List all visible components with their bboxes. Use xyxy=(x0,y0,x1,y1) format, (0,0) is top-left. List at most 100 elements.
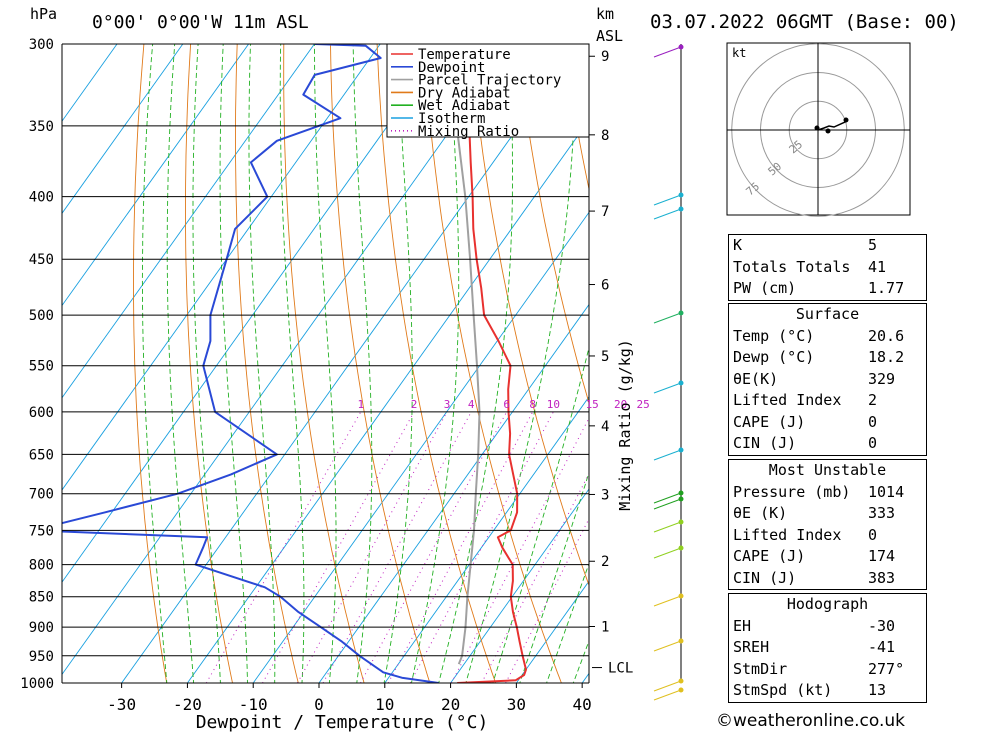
legend-box xyxy=(386,43,590,138)
indices-value: 41 xyxy=(868,257,887,276)
isotherm-line xyxy=(384,396,589,683)
hodograph-label: EH xyxy=(733,616,752,635)
most-unstable-label: Lifted Index xyxy=(733,525,842,544)
surface-row: CIN (J) 0 xyxy=(729,433,926,455)
wind-barb xyxy=(653,680,682,692)
location-title: 0°00' 0°00'W 11m ASL xyxy=(92,12,309,33)
temperature-tick-label: -20 xyxy=(173,695,202,714)
mixing-ratio-tick-label: 15 xyxy=(586,398,599,411)
hodograph-point xyxy=(814,125,820,131)
wet-adiabats xyxy=(141,44,589,683)
hodograph-unit: kt xyxy=(732,46,746,60)
hodograph-row: StmSpd (kt) 13 xyxy=(729,680,926,702)
hodograph-row: StmDir 277° xyxy=(729,659,926,681)
pressure-tick-label: 850 xyxy=(29,590,54,606)
surface-row: Lifted Index 2 xyxy=(729,390,926,412)
wind-barb xyxy=(653,382,682,394)
pressure-tick-label: 650 xyxy=(29,447,54,463)
mixing-ratio-tick-label: 3 xyxy=(444,398,451,411)
most-unstable-value: 174 xyxy=(868,547,896,565)
wind-barb xyxy=(653,208,682,220)
surface-label: CAPE (J) xyxy=(733,412,806,431)
most-unstable-label: Pressure (mb) xyxy=(733,482,851,501)
legend-label: Isotherm xyxy=(418,111,485,127)
legend-label: Wet Adiabat xyxy=(418,98,511,114)
pressure-tick-label: 350 xyxy=(29,119,54,135)
most-unstable-label: θE (K) xyxy=(733,504,788,522)
pressure-tick-label: 1000 xyxy=(20,676,54,692)
legend-label: Temperature xyxy=(418,47,511,63)
isotherm-line xyxy=(318,303,589,683)
most-unstable-value: 333 xyxy=(868,504,896,522)
pressure-tick-label: 800 xyxy=(29,558,54,574)
wet-adiabat-line xyxy=(314,44,337,683)
wind-barb xyxy=(653,449,682,461)
mixing-ratio-tick-label: 25 xyxy=(637,398,650,411)
isotherm-line xyxy=(62,44,118,122)
wet-adiabat-line xyxy=(546,562,589,683)
surface-row: CAPE (J) 0 xyxy=(729,412,926,434)
legend-label: Dewpoint xyxy=(418,60,485,76)
mixing-ratio-line xyxy=(360,411,508,683)
mixing-ratio-tick-label: 10 xyxy=(547,398,560,411)
wind-barb xyxy=(653,521,682,533)
indices-row: PW (cm) 1.77 xyxy=(729,278,926,300)
dry-adiabat-line xyxy=(133,44,168,683)
wind-barb xyxy=(653,194,682,206)
most-unstable-row: CAPE (J) 174 xyxy=(729,546,926,568)
pressure-tick-label: 450 xyxy=(29,252,54,268)
dry-adiabat-line xyxy=(330,44,431,683)
hodograph-table: Hodograph EH -30 SREH -41 StmDir 277° StmSp… xyxy=(728,593,927,703)
unit-km: km xyxy=(596,5,614,23)
surface-table: Surface Temp (°C) 20.6 Dewp (°C) 18.2 θE(K… xyxy=(728,303,927,456)
isotherm-line xyxy=(62,44,315,399)
hodograph-row: SREH -41 xyxy=(729,637,926,659)
mixing-ratio-tick-label: 6 xyxy=(503,398,510,411)
wind-barb xyxy=(653,312,682,324)
surface-label: CIN (J) xyxy=(733,434,797,452)
km-tick-label: 6 xyxy=(601,278,609,294)
dry-adiabat-line xyxy=(376,44,497,683)
most-unstable-table: Most Unstable Pressure (mb) 1014 θE (K) 33… xyxy=(728,459,927,590)
pressure-tick-label: 750 xyxy=(29,523,54,539)
hodograph-table-title: Hodograph xyxy=(786,595,869,613)
legend-label: Dry Adiabat xyxy=(418,85,511,101)
temperature-tick-label: 40 xyxy=(573,695,592,714)
lcl-label: LCL xyxy=(608,661,633,677)
km-axis: 1 2 3 4 5 6 7 8 9 xyxy=(589,49,609,635)
km-tick-label: 5 xyxy=(601,349,609,365)
temperature-tick-label: 0 xyxy=(314,695,324,714)
mixing-ratio-line xyxy=(262,411,415,683)
surface-label: Dewp (°C) xyxy=(733,348,815,366)
hodograph-point xyxy=(843,117,849,123)
hodograph-row: EH -30 xyxy=(729,616,926,638)
pressure-tick-label: 900 xyxy=(29,620,54,636)
x-axis-title: Dewpoint / Temperature (°C) xyxy=(196,712,489,733)
pressure-tick-label: 550 xyxy=(29,359,54,375)
hodograph-label: SREH xyxy=(733,638,770,656)
mixing-ratio-line xyxy=(387,411,534,683)
wet-adiabat-line xyxy=(279,44,305,683)
pressure-tick-label: 300 xyxy=(29,37,54,53)
wind-barb xyxy=(653,640,682,652)
km-tick-label: 1 xyxy=(601,619,609,635)
wet-adiabat-line xyxy=(438,44,513,683)
hodograph-value: 13 xyxy=(868,681,887,699)
surface-row: Dewp (°C) 18.2 xyxy=(729,347,926,369)
hodograph-point xyxy=(825,128,831,134)
legend-label: Mixing Ratio xyxy=(418,124,519,140)
pressure-tick-label: 500 xyxy=(29,308,54,324)
wind-barb xyxy=(653,547,682,559)
wind-barb xyxy=(653,46,682,58)
plot-area xyxy=(62,44,589,683)
mixing-ratio-tick-label: 1 xyxy=(357,398,364,411)
indices-value: 5 xyxy=(868,236,878,254)
surface-row: θE(K) 329 xyxy=(729,369,926,391)
isotherm-line xyxy=(62,44,184,215)
isotherm-line xyxy=(252,211,589,683)
